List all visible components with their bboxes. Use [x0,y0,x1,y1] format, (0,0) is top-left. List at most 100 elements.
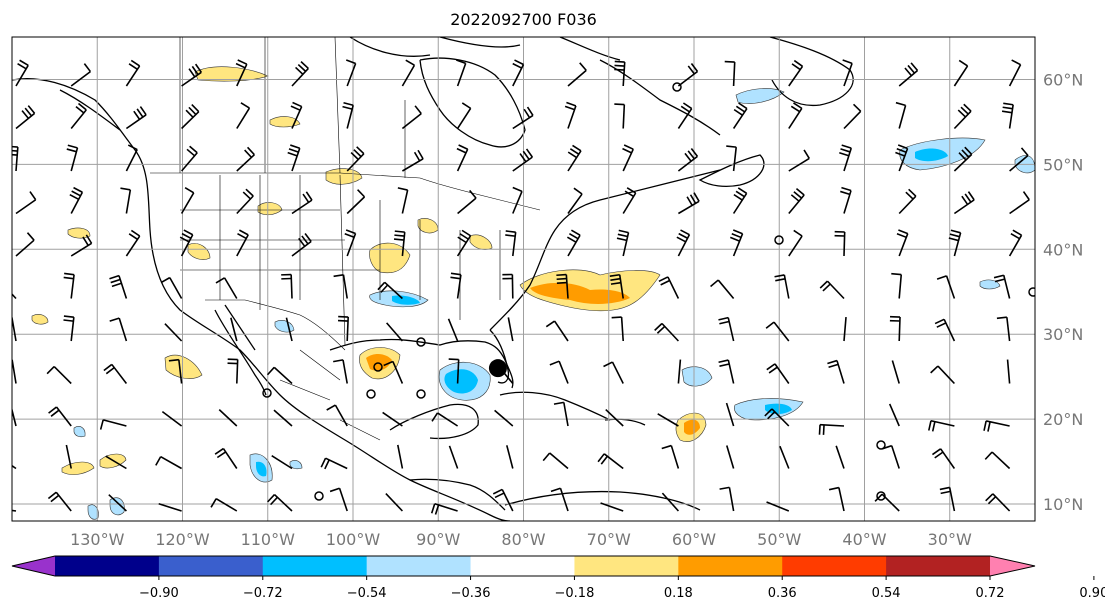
wind-barb [345,59,357,87]
wind-barb [614,60,626,87]
wind-barb [564,101,577,129]
wind-barb [333,359,348,384]
colorbar-label: −0.18 [555,586,595,601]
longitude-label: 100°W [326,530,381,549]
positive-anomaly-region [31,314,49,325]
wind-barb [729,229,744,257]
wind-barb [840,186,852,214]
wind-barb [456,144,469,172]
wind-barb [661,444,680,469]
colorbar-labels: −0.90 −0.72 −0.54 −0.36 −0.18 0.18 0.36 0.54 0.7… [139,576,1105,601]
wind-barb [397,444,404,469]
wind-barb [385,493,403,512]
wind-barb [788,188,805,215]
colorbar-label: −0.36 [451,586,491,601]
longitude-label: 120°W [155,530,210,549]
alaska-panhandle [59,89,121,131]
wind-barb [65,444,72,469]
wind-barb [788,149,810,172]
positive-anomaly-region [164,354,203,379]
wind-barb [180,145,198,172]
wind-barb [658,276,680,299]
wind-barb [843,317,847,342]
wind-barb [505,445,514,469]
wind-barb [109,317,128,342]
wind-barb [710,279,735,300]
wind-barb [397,187,409,214]
wind-barb [401,59,416,87]
wind-barb [15,191,37,215]
wind-barb [677,102,693,129]
calm-marker [262,388,272,398]
wind-barb [108,494,127,512]
wind-barb [764,408,790,427]
wind-barb [48,406,72,427]
calm-marker [416,389,426,399]
wind-barb [788,229,803,257]
wind-barb [934,318,956,342]
wind-barb [12,406,17,427]
wind-barb [819,280,845,300]
wind-barb [732,102,748,129]
wind-barb [160,276,183,299]
wind-barb [661,492,679,512]
wind-barb [448,358,460,384]
wind-barb [125,59,141,87]
wind-barb [158,503,182,512]
wind-barb [842,59,853,87]
colorbar-segment [678,556,783,576]
wind-barb [1009,191,1030,215]
wind-barb [168,358,183,384]
wind-barb [931,448,956,469]
wind-barb [611,316,624,342]
wind-barb [507,317,514,342]
wind-barb [605,408,624,427]
wind-barb [614,103,626,129]
wind-barb [891,272,903,299]
wind-barb [928,419,955,432]
colorbar-segment [470,556,575,576]
wind-barb [448,445,459,469]
wind-barb [181,104,200,130]
wind-barb [290,101,303,129]
wind-barb [103,363,128,384]
wind-barb [218,409,238,427]
wind-barb [450,272,462,299]
wind-barb [346,146,365,172]
wind-barb [12,359,17,384]
wind-barb [766,363,790,384]
latitude-label: 30°N [1043,325,1083,344]
colorbar-extend-min [12,556,55,576]
wind-barb [896,229,909,257]
wind-barb [553,401,569,427]
colorbar-outline [11,555,1036,577]
wind-barb [676,229,691,257]
longitude-label: 60°W [672,530,716,549]
negative-anomaly-region [87,504,99,520]
wind-barb [266,366,293,385]
south-america-north-coast [504,490,701,511]
negative-anomaly-region [979,279,1001,290]
wind-barb [567,62,587,87]
colorbar-segment [782,556,887,576]
wind-barb [622,144,634,172]
wind-barb [230,317,238,342]
wind-barb [1006,359,1011,384]
wind-barb [431,412,459,427]
longitude-label: 70°W [587,530,631,549]
longitude-label: 30°W [928,530,972,549]
wind-barb [383,360,404,384]
calm-marker [416,337,426,347]
wind-barb [344,229,357,257]
negative-anomaly-region [109,497,125,516]
colorbar-label: −0.90 [139,586,179,601]
wind-barb [291,61,309,87]
wind-barb [843,103,862,130]
wind-barb [996,316,1011,342]
wind-barb [281,273,293,299]
storm-center-marker [488,359,507,378]
wind-barb [271,454,293,470]
wind-barb [834,230,846,257]
colorbar-segment [366,556,472,576]
wind-barb [273,409,293,427]
